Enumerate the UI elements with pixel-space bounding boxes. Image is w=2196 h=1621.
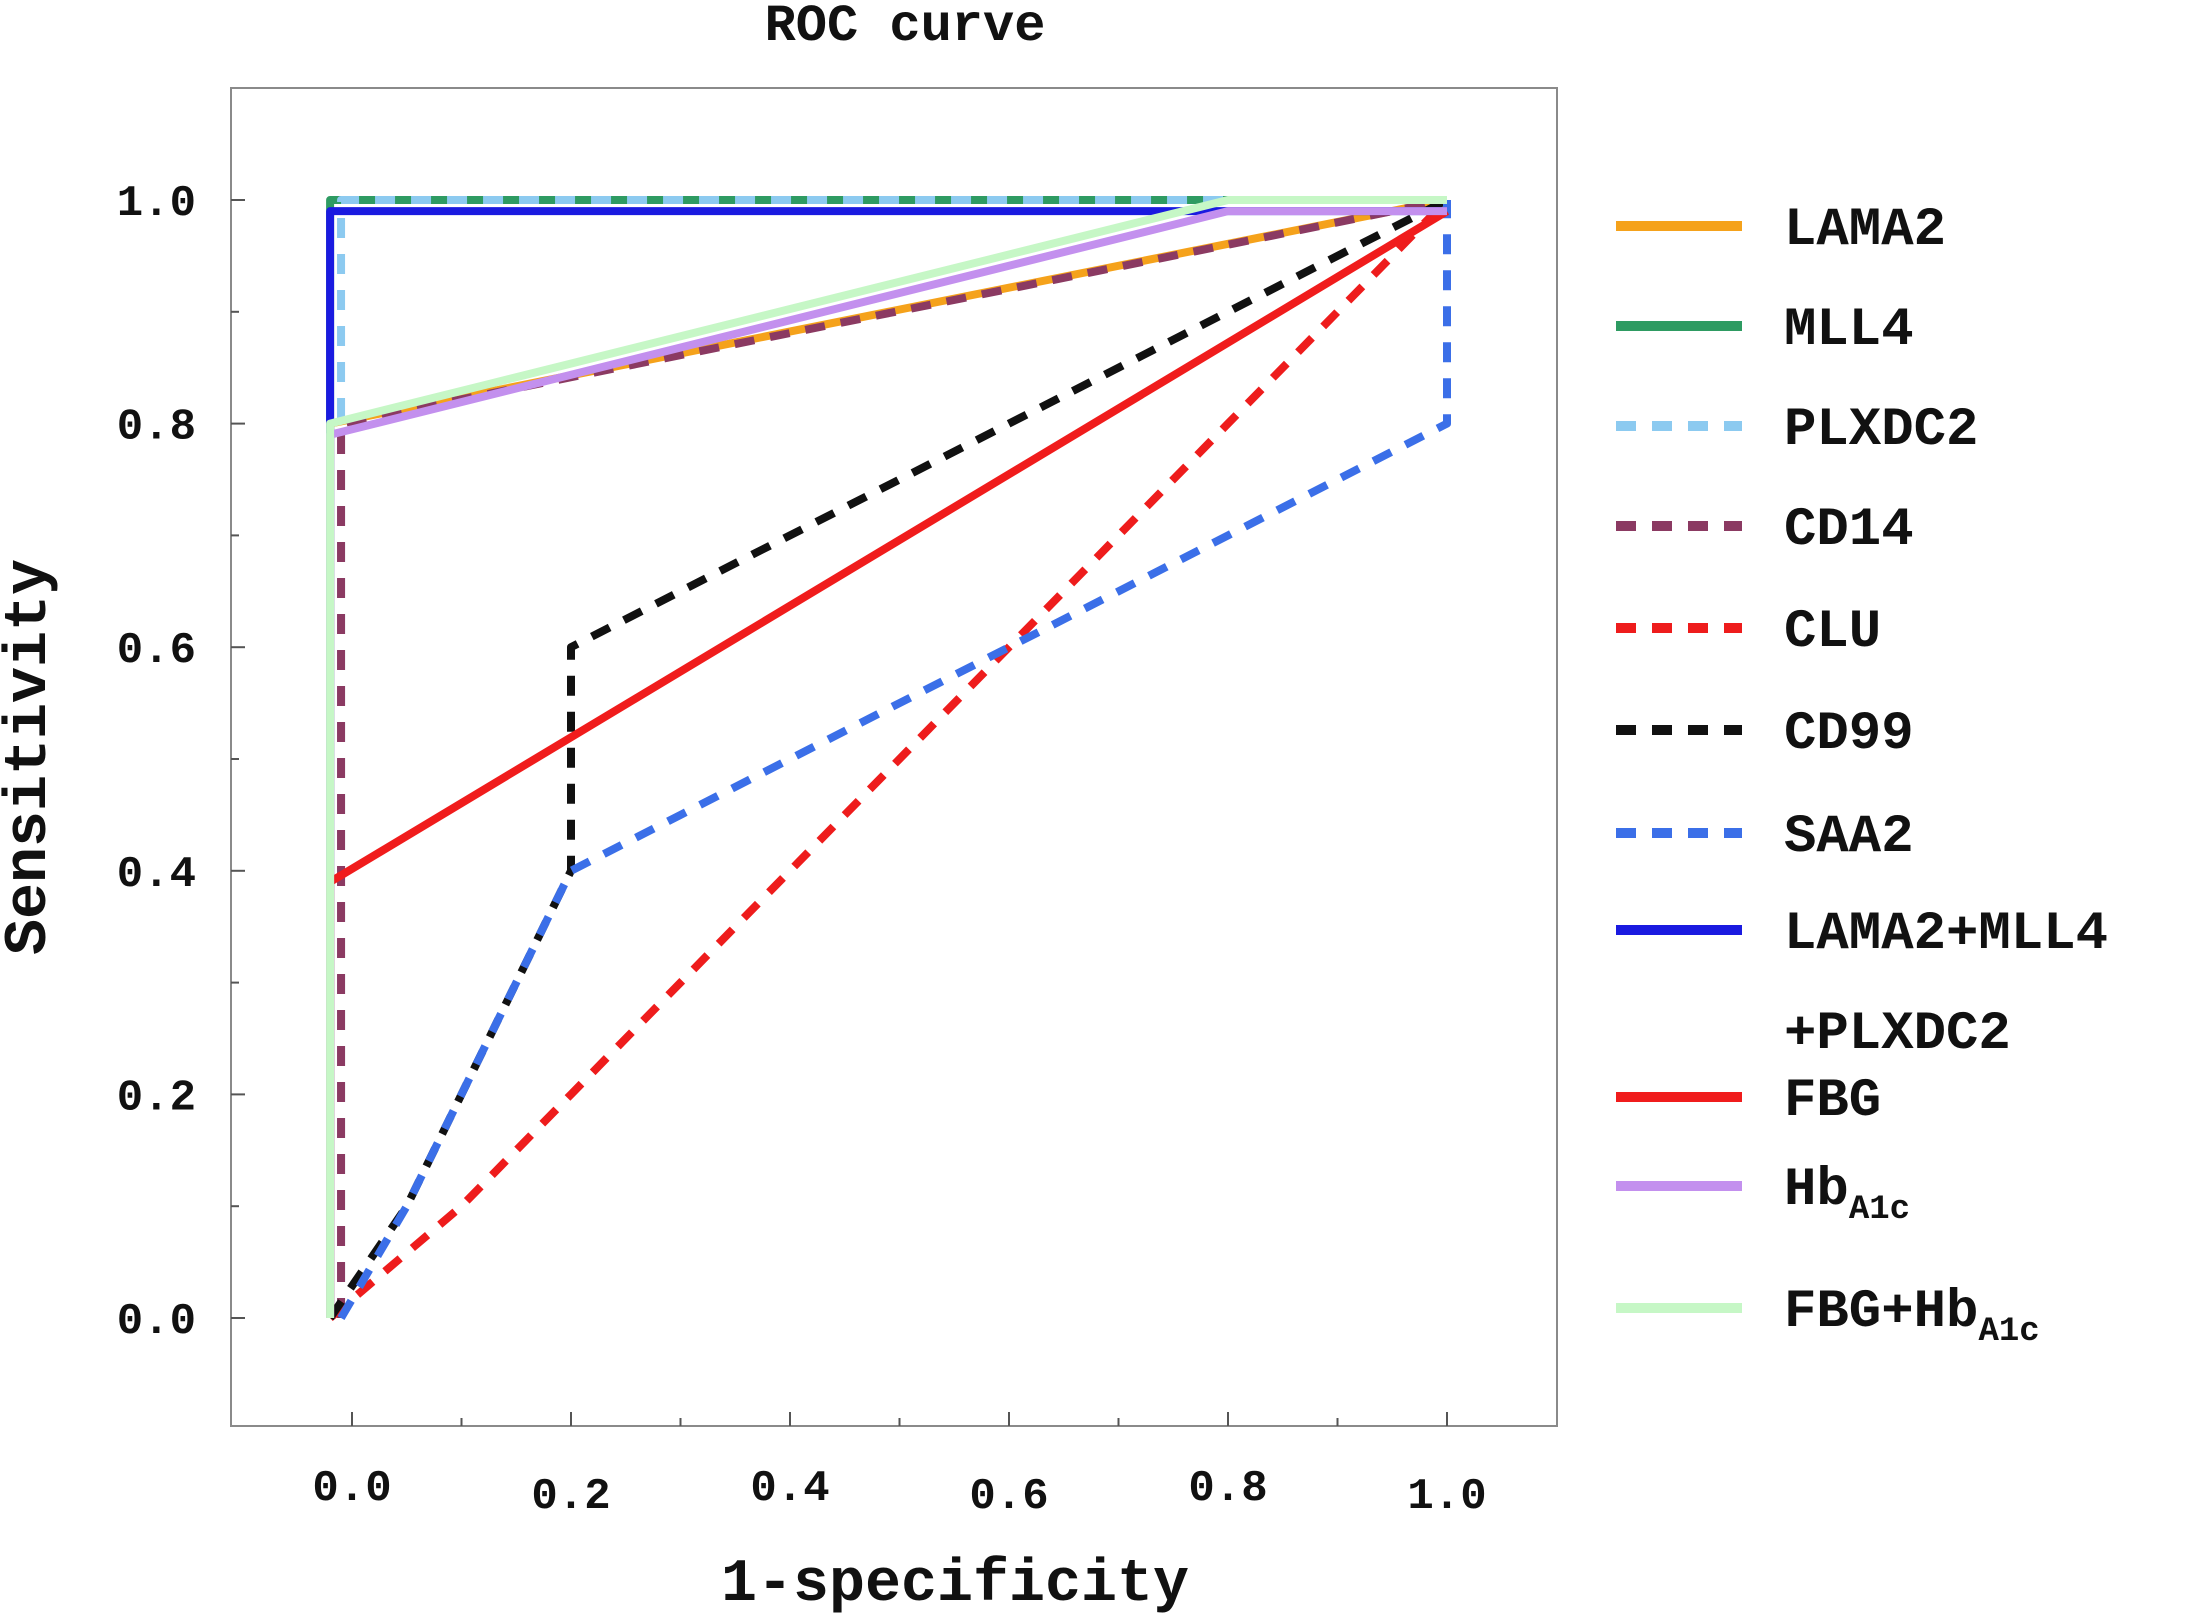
y-tick-label: 0.8 — [117, 403, 196, 453]
legend-label-cd14: CD14 — [1784, 500, 1914, 561]
x-axis-ticks: 0.0 0.2 0.4 0.6 0.8 1.0 — [312, 1412, 1487, 1522]
x-tick-label: 0.6 — [969, 1472, 1048, 1522]
y-tick-label: 0.4 — [117, 850, 196, 900]
legend-label-lama2: LAMA2 — [1784, 200, 1946, 261]
y-tick-label: 0.2 — [117, 1073, 196, 1123]
legend-label-saa2: SAA2 — [1784, 807, 1914, 868]
legend-label-fbg-hba1c: FBG+HbA1c — [1784, 1282, 2040, 1351]
series-line-fbg-hba1c — [326, 196, 1447, 1318]
legend-label-mll4: MLL4 — [1784, 300, 1914, 361]
series-line-clu — [327, 197, 1450, 1322]
legend-label-hba1c: HbA1c — [1784, 1160, 1910, 1229]
x-axis-title: 1-specificity — [721, 1551, 1189, 1619]
legend-label-lama2-mll4-plxdc2: LAMA2+MLL4 — [1784, 904, 2108, 965]
series-layer — [326, 196, 1451, 1322]
y-tick-label: 1.0 — [117, 179, 196, 229]
y-axis-ticks: 0.0 0.2 0.4 0.6 0.8 1.0 — [117, 179, 245, 1347]
x-tick-label: 0.4 — [750, 1464, 829, 1514]
legend-label-continuation: +PLXDC2 — [1784, 1004, 2011, 1065]
legend-label-clu: CLU — [1784, 602, 1881, 663]
x-tick-label: 0.8 — [1188, 1464, 1267, 1514]
x-tick-label: 0.2 — [531, 1472, 610, 1522]
legend-label-plxdc2: PLXDC2 — [1784, 400, 1978, 461]
legend-label-fbg: FBG — [1784, 1071, 1881, 1132]
x-tick-label: 0.0 — [312, 1464, 391, 1514]
x-tick-label: 1.0 — [1407, 1472, 1486, 1522]
y-tick-label: 0.0 — [117, 1297, 196, 1347]
legend-label-cd99: CD99 — [1784, 704, 1914, 765]
series-line-saa2 — [337, 200, 1451, 1321]
legend: LAMA2 MLL4 PLXDC2 CD14 CLU CD99 SAA2 LAMA2+MLL4… — [1616, 200, 2108, 1351]
y-tick-label: 0.6 — [117, 626, 196, 676]
chart-title: ROC curve — [765, 0, 1046, 56]
y-axis-title: Sensitivity — [0, 559, 64, 955]
